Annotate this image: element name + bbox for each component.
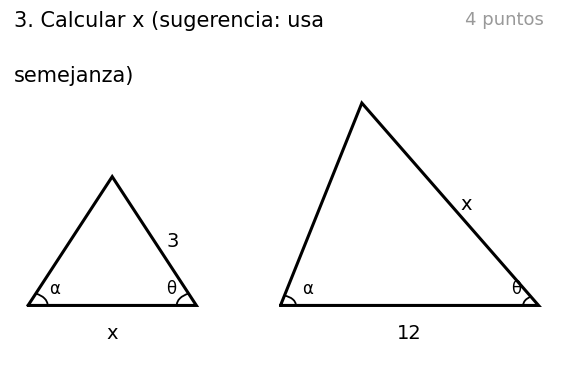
Text: 3: 3 — [167, 231, 179, 251]
Text: x: x — [107, 324, 118, 343]
Text: x: x — [460, 195, 472, 214]
Text: θ: θ — [167, 280, 177, 298]
Text: 4 puntos: 4 puntos — [465, 11, 544, 29]
Text: 12: 12 — [397, 324, 422, 343]
Text: 3. Calcular x (sugerencia: usa: 3. Calcular x (sugerencia: usa — [14, 11, 324, 31]
Text: α: α — [49, 280, 60, 298]
Text: α: α — [302, 280, 312, 298]
Text: semejanza): semejanza) — [14, 66, 135, 86]
Text: θ: θ — [512, 280, 522, 298]
